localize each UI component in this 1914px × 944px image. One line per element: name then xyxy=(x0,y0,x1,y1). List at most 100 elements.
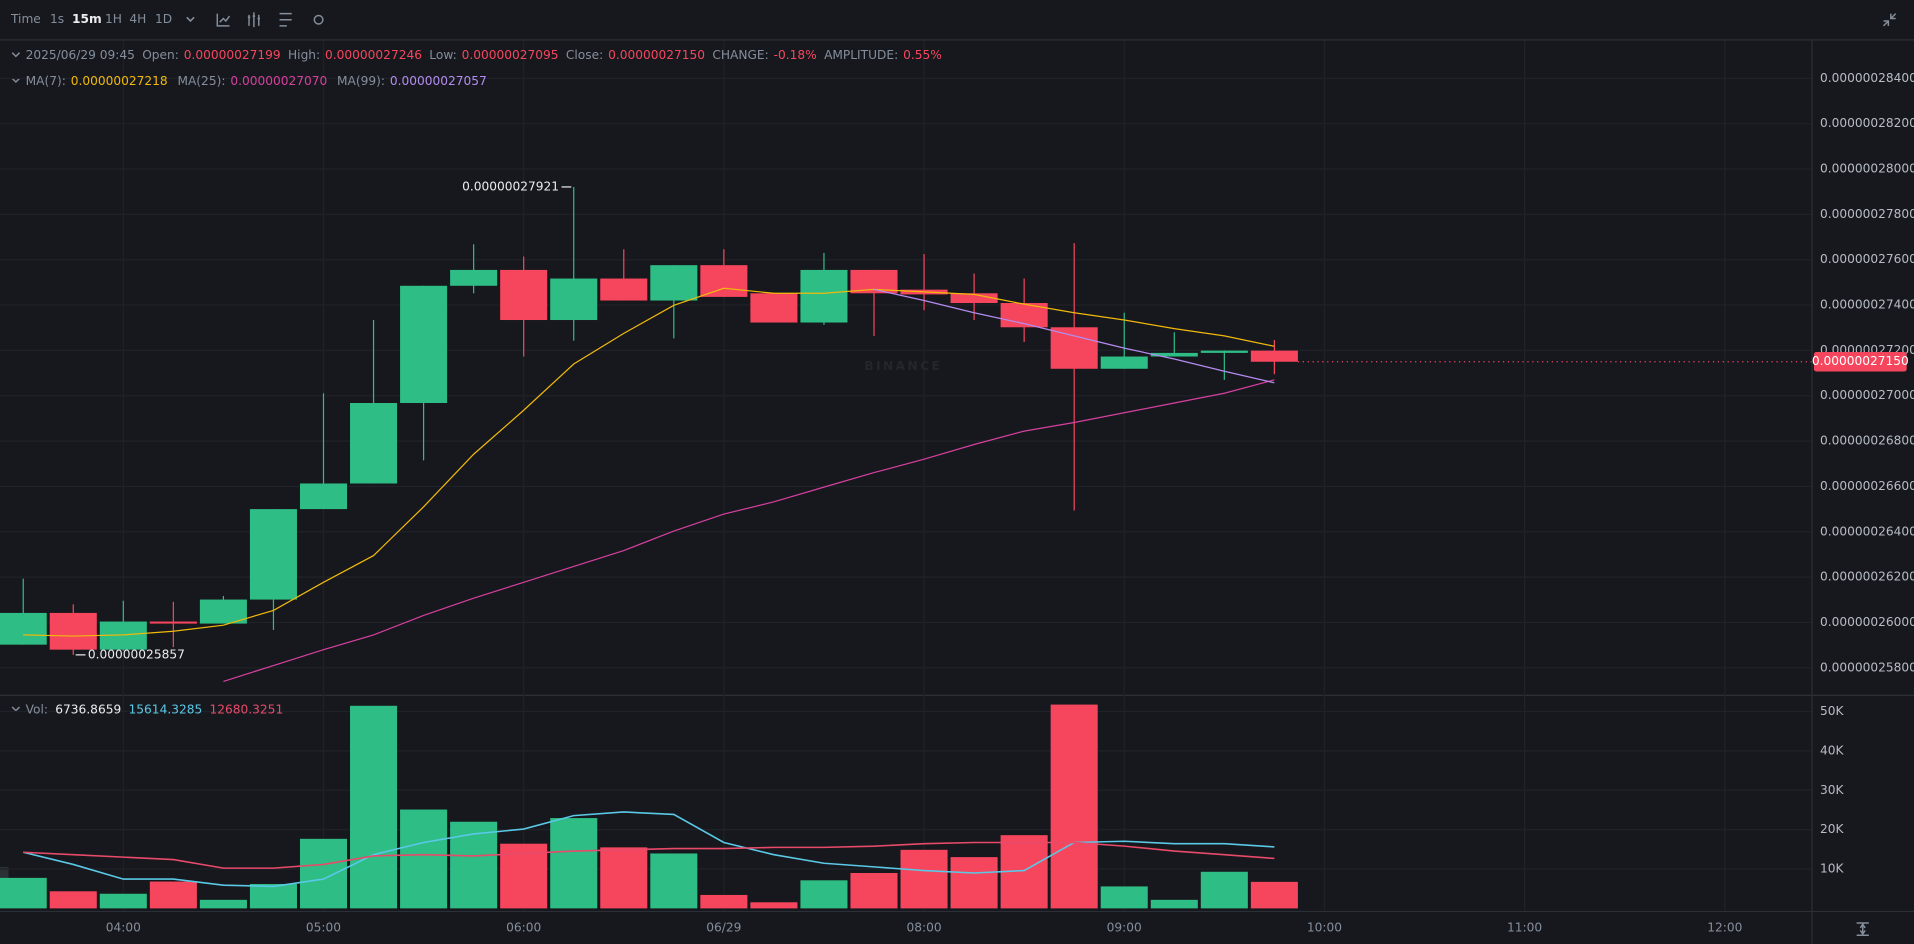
volume-bar xyxy=(600,847,648,909)
vol-label: Vol: xyxy=(26,702,48,716)
x-tick-label: 08:00 xyxy=(906,920,941,934)
candle-body xyxy=(400,285,448,403)
candle-body xyxy=(600,278,648,301)
x-tick-label: 10:00 xyxy=(1307,920,1342,934)
y-tick-label: 0.00000027600 xyxy=(1820,252,1914,266)
indicator-icon[interactable] xyxy=(216,13,231,27)
info-label: AMPLITUDE: xyxy=(824,48,898,62)
x-tick-label: 11:00 xyxy=(1507,920,1542,934)
y-tick-label: 0.00000026400 xyxy=(1820,524,1914,538)
interval-button[interactable]: 4H xyxy=(129,12,146,26)
x-tick-label: 12:00 xyxy=(1707,920,1742,934)
volume-bar xyxy=(400,809,448,909)
info-label: Open: xyxy=(142,48,179,62)
volume-bar xyxy=(1100,886,1148,909)
candle-body xyxy=(700,265,748,297)
interval-button[interactable]: 1D xyxy=(155,12,172,26)
volume-bar xyxy=(650,853,698,909)
ma-value: 0.00000027218 xyxy=(71,73,168,87)
info-value: 0.00000027095 xyxy=(462,48,559,62)
ma-value: 0.00000027070 xyxy=(230,73,327,87)
x-tick-label: 09:00 xyxy=(1107,920,1142,934)
volume-bar xyxy=(1050,704,1098,909)
x-tick-label: 06/29 xyxy=(706,920,741,934)
watermark: BINANCE xyxy=(864,359,942,373)
interval-button[interactable]: 15m xyxy=(72,12,102,26)
candle-body xyxy=(650,265,698,301)
axis-settings-icon[interactable] xyxy=(1856,922,1869,936)
y-tick-label: 0.00000028000 xyxy=(1820,162,1914,176)
vol-tick-label: 10K xyxy=(1820,862,1845,876)
y-tick-label: 0.00000028400 xyxy=(1820,71,1914,85)
fullscreen-icon[interactable] xyxy=(1882,13,1897,27)
collapse-chevrons xyxy=(11,52,21,712)
y-tick-label: 0.00000026000 xyxy=(1820,615,1914,629)
candle-body xyxy=(1250,350,1298,362)
interval-button[interactable]: 1s xyxy=(50,12,64,26)
info-value: 0.00000027246 xyxy=(325,48,422,62)
volume-bar xyxy=(199,899,247,909)
last-price-tag xyxy=(1813,351,1907,372)
ma-colon: : xyxy=(62,73,66,87)
info-value: 0.00000027199 xyxy=(184,48,281,62)
volume-bar xyxy=(0,877,47,909)
volume-bar xyxy=(1150,899,1198,909)
interval-button[interactable]: Time xyxy=(10,12,41,26)
volume-bar xyxy=(800,880,848,909)
volume-bar xyxy=(149,881,197,909)
ma-legend: MA(7): 0.00000027218 MA(25): 0.00000027070 M… xyxy=(26,73,487,87)
info-time: 2025/06/29 09:45 xyxy=(26,48,135,62)
vol-ma-line xyxy=(23,811,1275,888)
ma-name: MA(7) xyxy=(26,73,62,87)
vol-chevron[interactable] xyxy=(11,706,21,712)
volume-bar xyxy=(700,894,748,909)
y-tick-label: 0.00000026600 xyxy=(1820,479,1914,493)
volume-bar xyxy=(950,857,998,909)
vol-value: 6736.8659 xyxy=(55,702,121,716)
ma-colon: : xyxy=(221,73,225,87)
ma-colon: : xyxy=(381,73,385,87)
candle-body xyxy=(950,293,998,304)
candle-body xyxy=(850,269,898,294)
info-label: Close: xyxy=(566,48,603,62)
y-tick-label: 0.00000025800 xyxy=(1820,660,1914,674)
info-value: 0.55% xyxy=(903,48,942,62)
info-bar: 2025/06/29 09:45 Open: 0.00000027199 High: 0… xyxy=(26,48,942,62)
interval-dropdown[interactable] xyxy=(186,16,195,23)
y-tick-label: 0.00000026800 xyxy=(1820,434,1914,448)
ma-line xyxy=(223,379,1275,682)
ma-name: MA(99) xyxy=(337,73,381,87)
vol-ma-value: 12680.3251 xyxy=(210,702,284,716)
vol-ma-line xyxy=(23,841,1275,869)
candle-body xyxy=(0,612,47,645)
volume-bar xyxy=(299,838,348,909)
candles xyxy=(0,186,1298,655)
ma-chevron[interactable] xyxy=(11,77,21,84)
volume-bar xyxy=(49,891,97,909)
volume-bar xyxy=(249,883,297,909)
chart-style-icon[interactable] xyxy=(247,12,261,28)
vol-tick-label: 50K xyxy=(1820,704,1845,718)
candle-body xyxy=(199,599,247,624)
ma-line xyxy=(873,288,1275,384)
info-chevron[interactable] xyxy=(11,52,21,58)
y-tick-label: 0.00000027400 xyxy=(1820,298,1914,312)
last-price-label: 0.00000027150 xyxy=(1812,354,1909,368)
volume-bar xyxy=(350,705,398,909)
info-label: CHANGE: xyxy=(712,48,768,62)
y-tick-label: 0.00000027000 xyxy=(1820,388,1914,402)
vol-legend: Vol: 6736.8659 15614.3285 12680.3251 xyxy=(26,702,284,716)
interval-button[interactable]: 1H xyxy=(105,12,122,26)
layout-icon[interactable] xyxy=(279,12,292,27)
candle-body xyxy=(450,269,498,286)
settings-icon[interactable] xyxy=(313,14,324,25)
candle-body xyxy=(800,269,848,323)
low-label: 0.00000025857 xyxy=(88,647,185,661)
info-value: -0.18% xyxy=(774,48,817,62)
candle-body xyxy=(500,269,548,321)
volume-bars xyxy=(0,704,1298,909)
toolbar-icons xyxy=(216,12,1897,936)
candle-body xyxy=(149,621,197,624)
